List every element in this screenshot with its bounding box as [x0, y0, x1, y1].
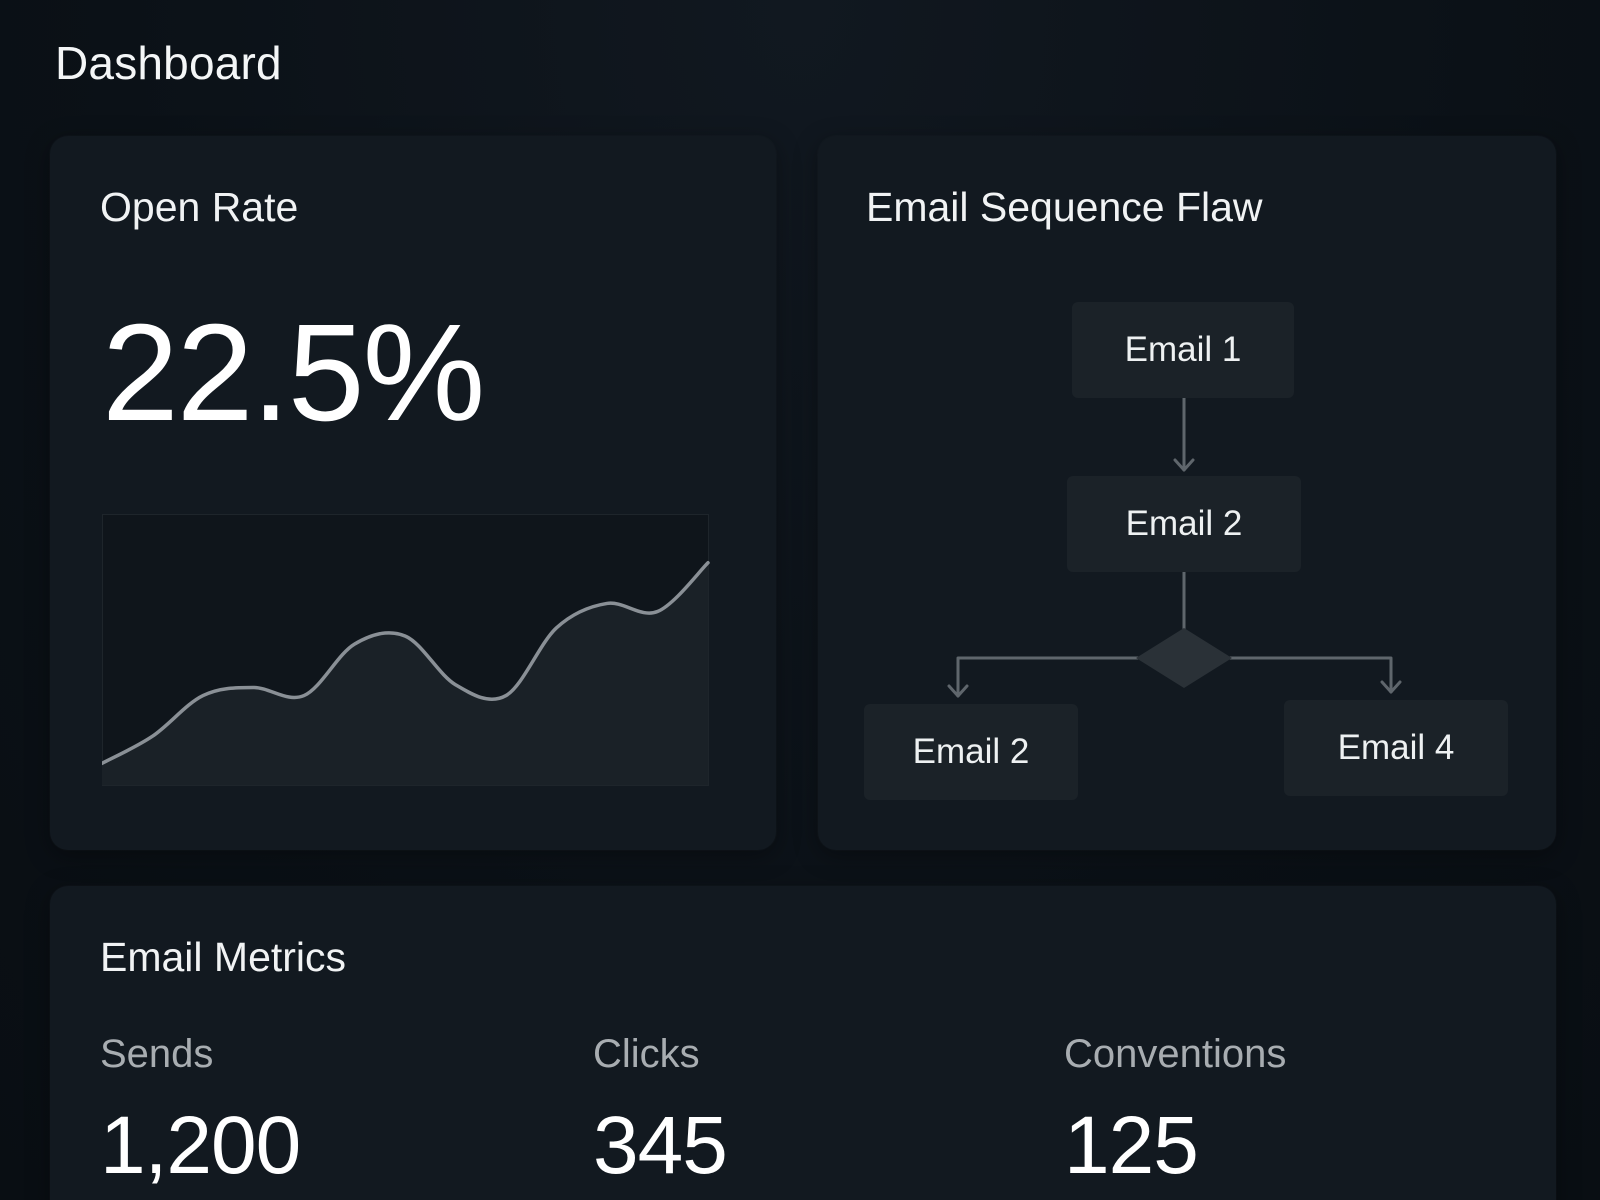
- metric-label: Clicks: [593, 1032, 700, 1076]
- arrowhead-left: [947, 684, 969, 698]
- trend-line: [102, 561, 710, 766]
- sequence-flow-title: Email Sequence Flaw: [866, 184, 1263, 230]
- metric-label: Sends: [100, 1032, 214, 1076]
- trend-svg: [102, 514, 710, 786]
- open-rate-title: Open Rate: [100, 184, 299, 230]
- metric-value: 345: [593, 1100, 728, 1191]
- decision-diamond: [1136, 628, 1232, 688]
- email-metrics-title: Email Metrics: [100, 934, 347, 980]
- page-title: Dashboard: [55, 37, 282, 89]
- flow-connectors: [947, 396, 1402, 698]
- sequence-flow-card[interactable]: Email Sequence Flaw Email 1 Email 2 Emai…: [818, 136, 1556, 850]
- flow-node-email-2[interactable]: Email 2: [1067, 476, 1301, 572]
- trend-area: [102, 562, 708, 785]
- flow-node-email-branch-left[interactable]: Email 2: [864, 704, 1078, 800]
- metric-clicks: Clicks 345: [593, 1032, 728, 1191]
- metric-value: 125: [1064, 1100, 1199, 1191]
- flow-node-email-4[interactable]: Email 4: [1284, 700, 1508, 796]
- connector-decision-right: [1226, 656, 1393, 694]
- arrowhead-right: [1380, 680, 1402, 694]
- metric-conventions: Conventions 125: [1064, 1032, 1286, 1187]
- arrowhead-1-2: [1173, 458, 1195, 472]
- open-rate-value: 22.5%: [102, 296, 485, 450]
- email-metrics-card[interactable]: Email Metrics Sends 1,200 Clicks 345 Con…: [50, 886, 1556, 1200]
- open-rate-card[interactable]: Open Rate 22.5%: [50, 136, 776, 850]
- metric-value: 1,200: [100, 1100, 301, 1191]
- metric-sends: Sends 1,200: [100, 1032, 301, 1191]
- flow-node-email-1[interactable]: Email 1: [1072, 302, 1294, 398]
- connector-decision-left: [956, 656, 1142, 698]
- metric-label: Conventions: [1064, 1032, 1287, 1076]
- open-rate-trend-chart: [102, 514, 722, 792]
